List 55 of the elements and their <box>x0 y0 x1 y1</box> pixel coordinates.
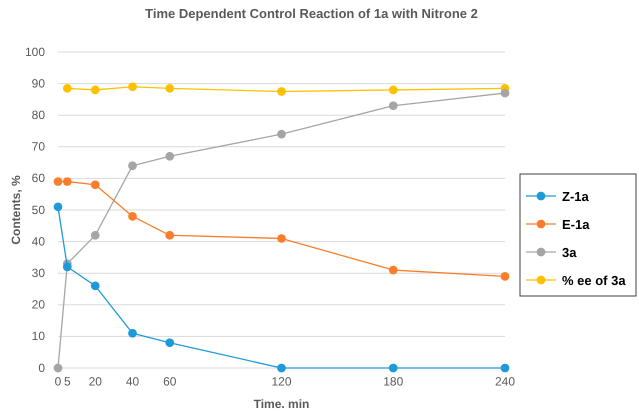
point <box>128 161 137 170</box>
x-tick-label: 120 <box>271 374 292 389</box>
y-tick-label: 10 <box>32 329 46 344</box>
point <box>128 212 137 221</box>
point <box>54 202 62 212</box>
x-axis-title: Time. min <box>254 397 310 411</box>
point <box>54 177 62 186</box>
y-tick-label: 100 <box>24 44 46 59</box>
y-tick-label: 30 <box>32 266 46 280</box>
point <box>90 230 100 240</box>
point <box>90 281 100 290</box>
y-tick-label: 70 <box>32 140 46 154</box>
point <box>62 177 72 186</box>
point <box>388 266 398 274</box>
point <box>165 84 174 93</box>
point <box>62 262 72 272</box>
point <box>388 364 398 372</box>
legend-label: Z-1a <box>562 189 590 204</box>
y-axis-title: Contents, % <box>9 175 23 245</box>
point <box>388 86 398 94</box>
legend-label: % ee of 3a <box>562 273 626 288</box>
point <box>500 88 510 98</box>
point <box>128 328 137 338</box>
y-tick-label: 90 <box>32 76 46 90</box>
x-tick-label: 60 <box>163 374 177 389</box>
point <box>277 130 286 139</box>
point <box>90 180 100 190</box>
point <box>388 101 398 110</box>
point <box>54 364 62 372</box>
y-tick-label: 40 <box>32 234 46 248</box>
legend-label: E-1a <box>562 217 590 232</box>
x-tick-label: 20 <box>88 374 102 389</box>
point <box>90 86 100 94</box>
point <box>277 364 286 372</box>
point <box>128 82 137 92</box>
legend-label: 3a <box>562 245 578 260</box>
point <box>62 84 72 93</box>
x-tick-label: 180 <box>383 374 404 389</box>
point <box>165 230 174 240</box>
chart-title: Time Dependent Control Reaction of 1a with Nitrone 2 <box>145 6 478 21</box>
y-tick-label: 60 <box>32 171 46 186</box>
y-tick-label: 80 <box>32 108 46 122</box>
y-tick-label: 0 <box>38 360 46 375</box>
x-tick-label: 240 <box>494 374 516 389</box>
y-tick-label: 20 <box>32 298 46 312</box>
x-tick-label: 0 <box>54 374 62 389</box>
point <box>277 234 286 243</box>
point <box>277 87 286 96</box>
y-tick-label: 50 <box>32 202 46 217</box>
point <box>165 152 174 161</box>
point <box>500 272 510 281</box>
x-tick-label: 40 <box>126 374 140 389</box>
x-tick-label: 5 <box>64 374 71 389</box>
point <box>165 338 174 348</box>
point <box>500 364 510 372</box>
